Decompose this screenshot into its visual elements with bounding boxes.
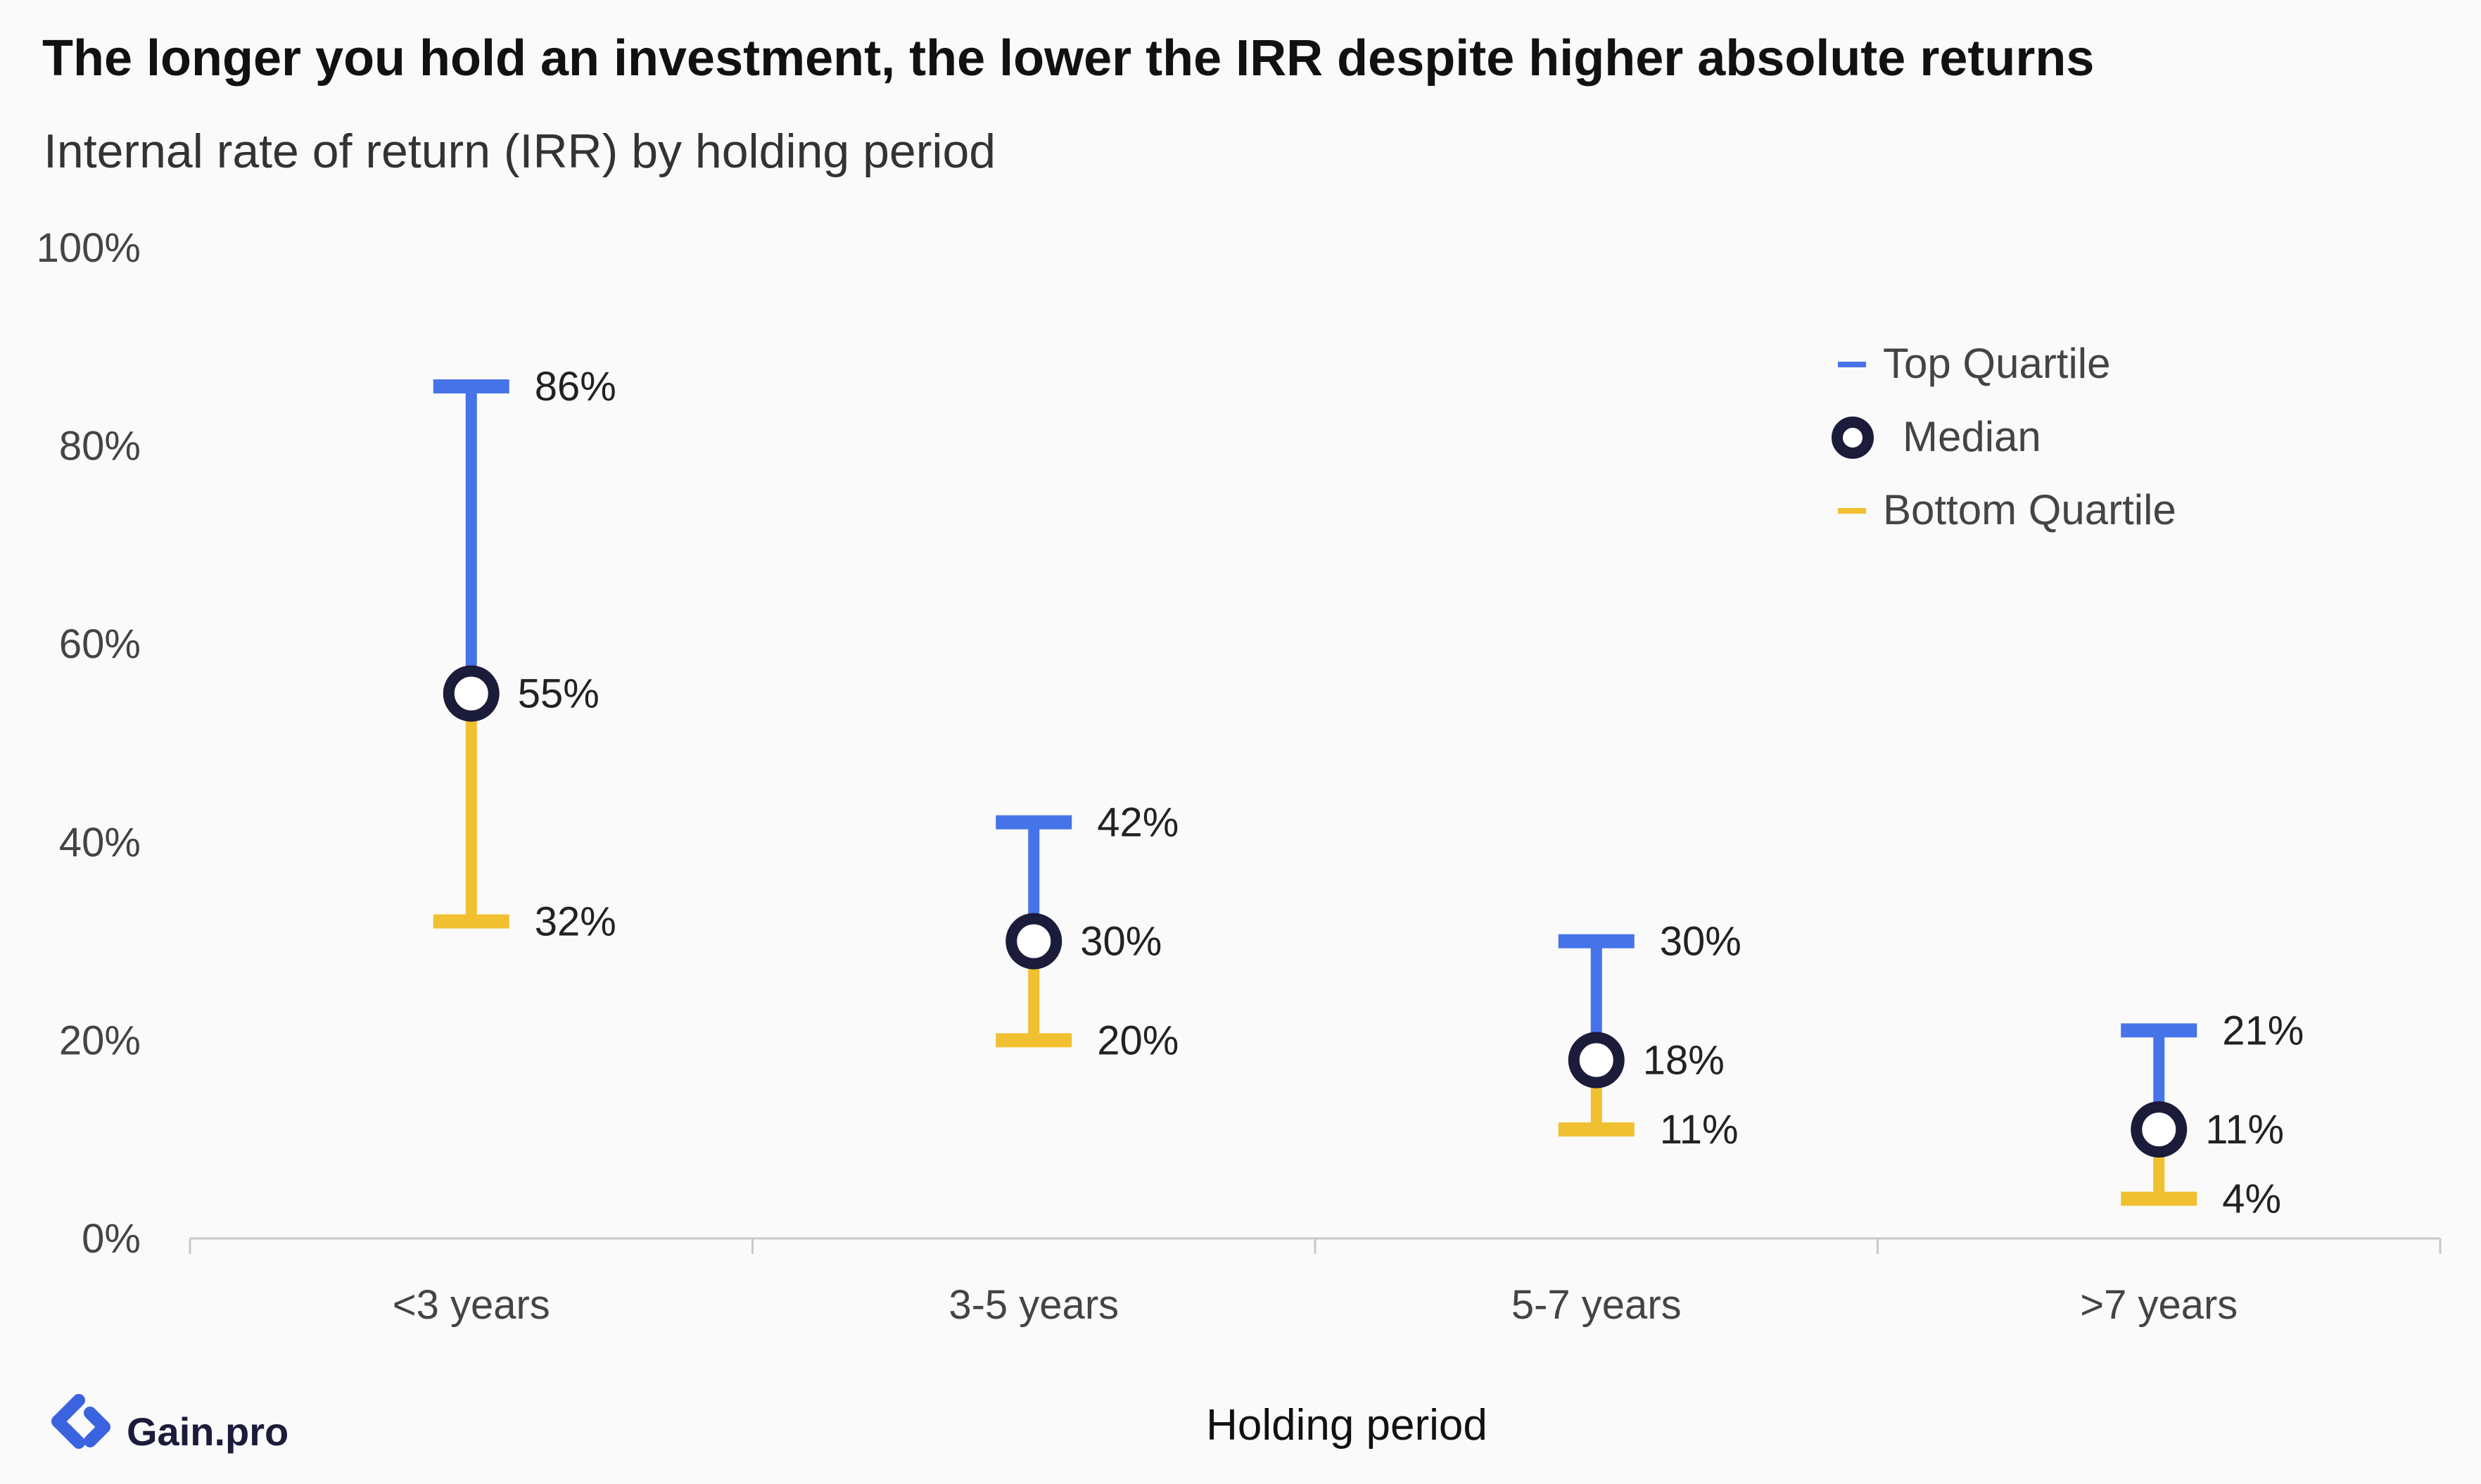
y-tick-label: 40% <box>59 820 141 865</box>
median-label: 30% <box>1080 919 1162 965</box>
gain-pro-logo: Gain.pro <box>51 1394 288 1454</box>
top-quartile-label: 30% <box>1660 919 1741 965</box>
median-marker <box>443 665 500 722</box>
bottom-quartile-label: 11% <box>1660 1107 1739 1153</box>
x-axis: <3 years 3-5 years 5-7 years >7 years <box>189 1238 2442 1328</box>
y-tick-label: 0% <box>82 1216 141 1262</box>
x-tick-label: <3 years <box>393 1282 550 1328</box>
median-marker <box>2131 1101 2188 1158</box>
legend: Top Quartile Median Bottom Quartile <box>1832 340 2176 533</box>
legend-median-swatch <box>1832 417 1874 459</box>
legend-median-label: Median <box>1903 413 2041 460</box>
chart-subtitle: Internal rate of return (IRR) by holding… <box>44 125 996 178</box>
y-axis: 0% 20% 40% 60% 80% 100% <box>37 225 141 1262</box>
gain-pro-logo-icon <box>51 1394 85 1449</box>
chart-title: The longer you hold an investment, the l… <box>42 30 2094 87</box>
gain-pro-logo-mark <box>84 1407 110 1447</box>
plot-area: 86% 55% 32% 42% 30% 20% 30% 18% 11% 21% 11% 4% <box>433 364 2304 1222</box>
y-tick-label: 80% <box>59 424 141 469</box>
x-tick-label: 5-7 years <box>1511 1282 1682 1328</box>
top-quartile-label: 21% <box>2222 1008 2304 1053</box>
gain-pro-logo-text: Gain.pro <box>127 1409 288 1454</box>
x-axis-title: Holding period <box>1206 1401 1487 1450</box>
median-label: 55% <box>518 671 599 717</box>
legend-bottom-quartile-label: Bottom Quartile <box>1883 486 2176 533</box>
bottom-quartile-label: 32% <box>535 899 616 944</box>
median-marker <box>1005 913 1062 970</box>
bottom-quartile-label: 20% <box>1097 1017 1179 1063</box>
x-tick-label: 3-5 years <box>948 1282 1119 1328</box>
median-label: 18% <box>1643 1038 1725 1084</box>
bottom-quartile-label: 4% <box>2222 1177 2281 1222</box>
top-quartile-label: 42% <box>1097 800 1179 846</box>
x-tick-label: >7 years <box>2080 1282 2238 1328</box>
legend-top-quartile-label: Top Quartile <box>1883 340 2111 387</box>
y-tick-label: 60% <box>59 621 141 667</box>
y-tick-label: 100% <box>37 225 141 271</box>
median-marker <box>1568 1032 1625 1089</box>
y-tick-label: 20% <box>59 1017 141 1063</box>
median-label: 11% <box>2205 1107 2284 1153</box>
top-quartile-label: 86% <box>535 364 616 410</box>
